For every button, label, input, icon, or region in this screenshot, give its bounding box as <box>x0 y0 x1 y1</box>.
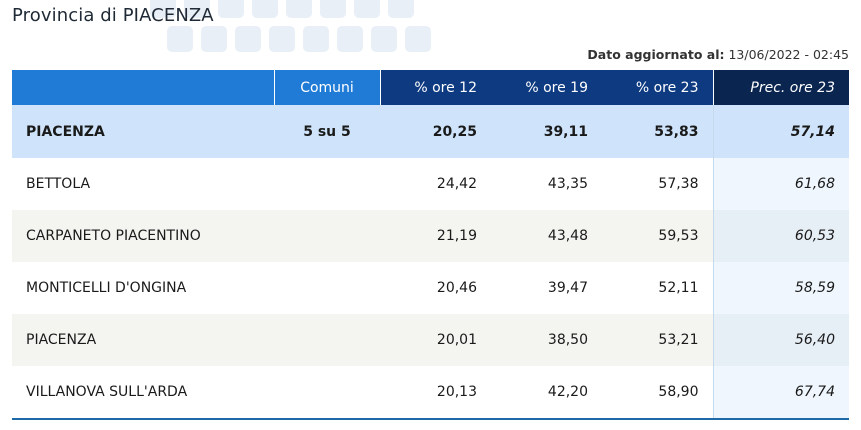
comune-pct-12: 20,13 <box>380 366 491 420</box>
table-row[interactable]: MONTICELLI D'ONGINA 20,46 39,47 52,11 58… <box>12 262 849 314</box>
comune-comuni <box>274 210 380 262</box>
header-pct-19: % ore 19 <box>491 70 602 105</box>
comune-name: CARPANETO PIACENTINO <box>12 210 274 262</box>
header-pct-23: % ore 23 <box>602 70 713 105</box>
comune-comuni <box>274 262 380 314</box>
comune-prec-23: 61,68 <box>712 158 849 210</box>
page-title: Provincia di PIACENZA <box>12 5 214 26</box>
comune-prec-23: 60,53 <box>712 210 849 262</box>
header-name <box>12 70 274 105</box>
comune-pct-12: 24,42 <box>380 158 491 210</box>
summary-pct-12: 20,25 <box>380 105 491 158</box>
comune-pct-23: 53,21 <box>602 314 713 366</box>
comune-pct-19: 43,35 <box>491 158 602 210</box>
header-background-pattern <box>140 0 460 70</box>
last-updated-label: Dato aggiornato al: <box>587 47 725 62</box>
comune-pct-19: 43,48 <box>491 210 602 262</box>
comune-name: MONTICELLI D'ONGINA <box>12 262 274 314</box>
table-row[interactable]: VILLANOVA SULL'ARDA 20,13 42,20 58,90 67… <box>12 366 849 420</box>
comune-pct-23: 52,11 <box>602 262 713 314</box>
comune-comuni <box>274 366 380 420</box>
comune-name: PIACENZA <box>12 314 274 366</box>
header-pct-12: % ore 12 <box>380 70 491 105</box>
comune-pct-19: 38,50 <box>491 314 602 366</box>
summary-comuni: 5 su 5 <box>274 105 380 158</box>
comune-pct-12: 21,19 <box>380 210 491 262</box>
header-comuni: Comuni <box>273 70 381 105</box>
comune-comuni <box>274 158 380 210</box>
table-row[interactable]: PIACENZA 20,01 38,50 53,21 56,40 <box>12 314 849 366</box>
comune-comuni <box>274 314 380 366</box>
summary-pct-23: 53,83 <box>602 105 713 158</box>
summary-prec-23: 57,14 <box>712 105 849 158</box>
table-header-row: Comuni % ore 12 % ore 19 % ore 23 Prec. … <box>12 70 849 105</box>
comune-pct-19: 42,20 <box>491 366 602 420</box>
comune-name: BETTOLA <box>12 158 274 210</box>
comune-prec-23: 67,74 <box>712 366 849 420</box>
header-prec-23: Prec. ore 23 <box>712 70 849 105</box>
comune-pct-23: 57,38 <box>602 158 713 210</box>
comune-prec-23: 56,40 <box>712 314 849 366</box>
table-row[interactable]: BETTOLA 24,42 43,35 57,38 61,68 <box>12 158 849 210</box>
table-row[interactable]: CARPANETO PIACENTINO 21,19 43,48 59,53 6… <box>12 210 849 262</box>
comune-prec-23: 58,59 <box>712 262 849 314</box>
comune-name: VILLANOVA SULL'ARDA <box>12 366 274 420</box>
comune-pct-12: 20,01 <box>380 314 491 366</box>
summary-pct-19: 39,11 <box>491 105 602 158</box>
comune-pct-19: 39,47 <box>491 262 602 314</box>
last-updated: Dato aggiornato al: 13/06/2022 - 02:45 <box>587 47 849 62</box>
province-summary-row: PIACENZA 5 su 5 20,25 39,11 53,83 57,14 <box>12 105 849 158</box>
comune-pct-23: 58,90 <box>602 366 713 420</box>
summary-name: PIACENZA <box>12 105 274 158</box>
turnout-table: Comuni % ore 12 % ore 19 % ore 23 Prec. … <box>12 70 849 420</box>
comune-pct-12: 20,46 <box>380 262 491 314</box>
comune-pct-23: 59,53 <box>602 210 713 262</box>
last-updated-value: 13/06/2022 - 02:45 <box>728 47 849 62</box>
